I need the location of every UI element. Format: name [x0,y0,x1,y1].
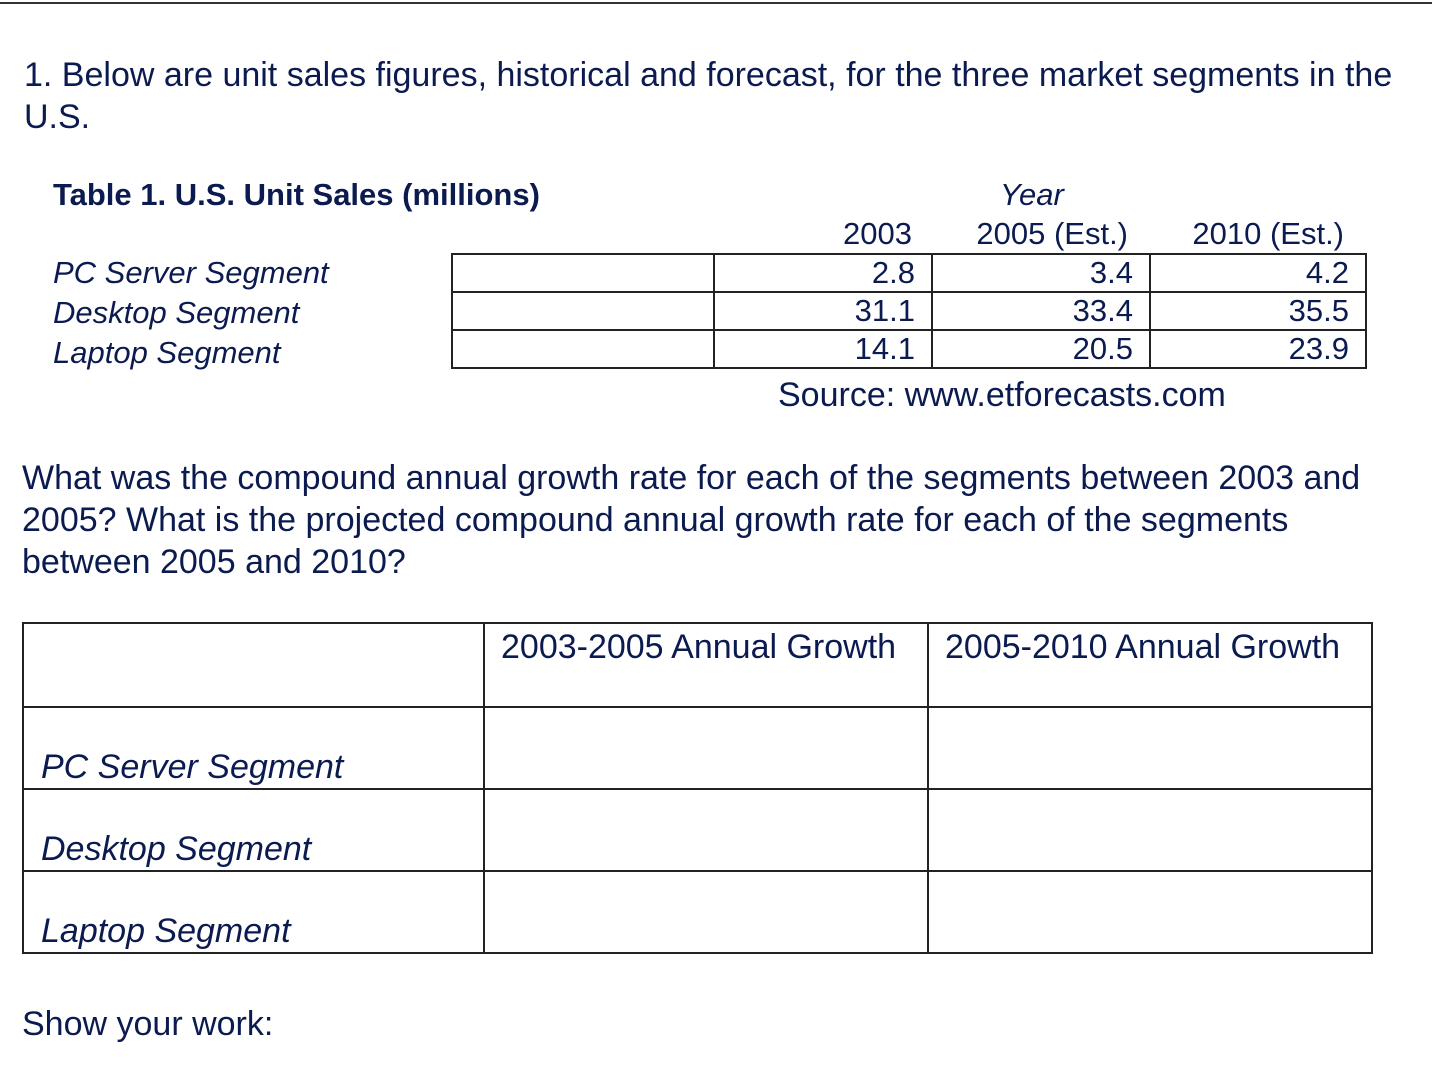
table-row: 2003-2005 Annual Growth 2005-2010 Annual… [22,622,1373,708]
question-2-text: What was the compound annual growth rate… [22,459,1361,581]
table-row: 14.1 20.5 23.9 [451,329,1367,369]
table-row: Desktop Segment [22,788,1373,872]
blank-header-cell [22,622,485,708]
show-work-label: Show your work: [22,1005,274,1043]
cell-desktop-2005: 33.4 [931,291,1151,331]
question-1-text: 1. Below are unit sales figures, histori… [24,56,1393,136]
answer-row-label-pc-server: PC Server Segment [22,706,485,790]
answer-cell-pc-server-2003-2005[interactable] [483,706,929,790]
table-1-title: Table 1. U.S. Unit Sales (millions) [53,177,540,212]
cell-laptop-2003: 14.1 [713,329,933,369]
cell-pc-server-2003: 2.8 [713,253,933,293]
sales-table: 2.8 3.4 4.2 31.1 33.4 35.5 14.1 20.5 23.… [451,253,1367,369]
source-note: Source: www.etforecasts.com [778,376,1226,414]
row-label-laptop: Laptop Segment [53,335,281,370]
column-header-2010: 2010 (Est.) [1192,216,1344,251]
cell-desktop-2003: 31.1 [713,291,933,331]
table-row: 2.8 3.4 4.2 [451,253,1367,293]
blank-cell [451,291,715,331]
cell-desktop-2010: 35.5 [1149,291,1367,331]
cell-laptop-2005: 20.5 [931,329,1151,369]
cell-pc-server-2005: 3.4 [931,253,1151,293]
answer-cell-desktop-2003-2005[interactable] [483,788,929,872]
answer-cell-desktop-2005-2010[interactable] [927,788,1373,872]
table-row: PC Server Segment [22,706,1373,790]
answer-table: 2003-2005 Annual Growth 2005-2010 Annual… [22,622,1373,954]
blank-cell [451,329,715,369]
row-label-pc-server: PC Server Segment [53,255,329,290]
answer-cell-laptop-2005-2010[interactable] [927,870,1373,954]
blank-cell [451,253,715,293]
cell-pc-server-2010: 4.2 [1149,253,1367,293]
answer-row-label-laptop: Laptop Segment [22,870,485,954]
column-header-2005: 2005 (Est.) [976,216,1128,251]
year-label: Year [1000,177,1064,212]
row-label-desktop: Desktop Segment [53,295,300,330]
top-rule [0,2,1432,4]
table-row: Laptop Segment [22,870,1373,954]
header-2003-2005-growth: 2003-2005 Annual Growth [483,622,929,708]
cell-laptop-2010: 23.9 [1149,329,1367,369]
header-2005-2010-growth: 2005-2010 Annual Growth [927,622,1373,708]
answer-cell-laptop-2003-2005[interactable] [483,870,929,954]
column-header-2003: 2003 [843,216,912,251]
answer-cell-pc-server-2005-2010[interactable] [927,706,1373,790]
answer-row-label-desktop: Desktop Segment [22,788,485,872]
table-row: 31.1 33.4 35.5 [451,291,1367,331]
